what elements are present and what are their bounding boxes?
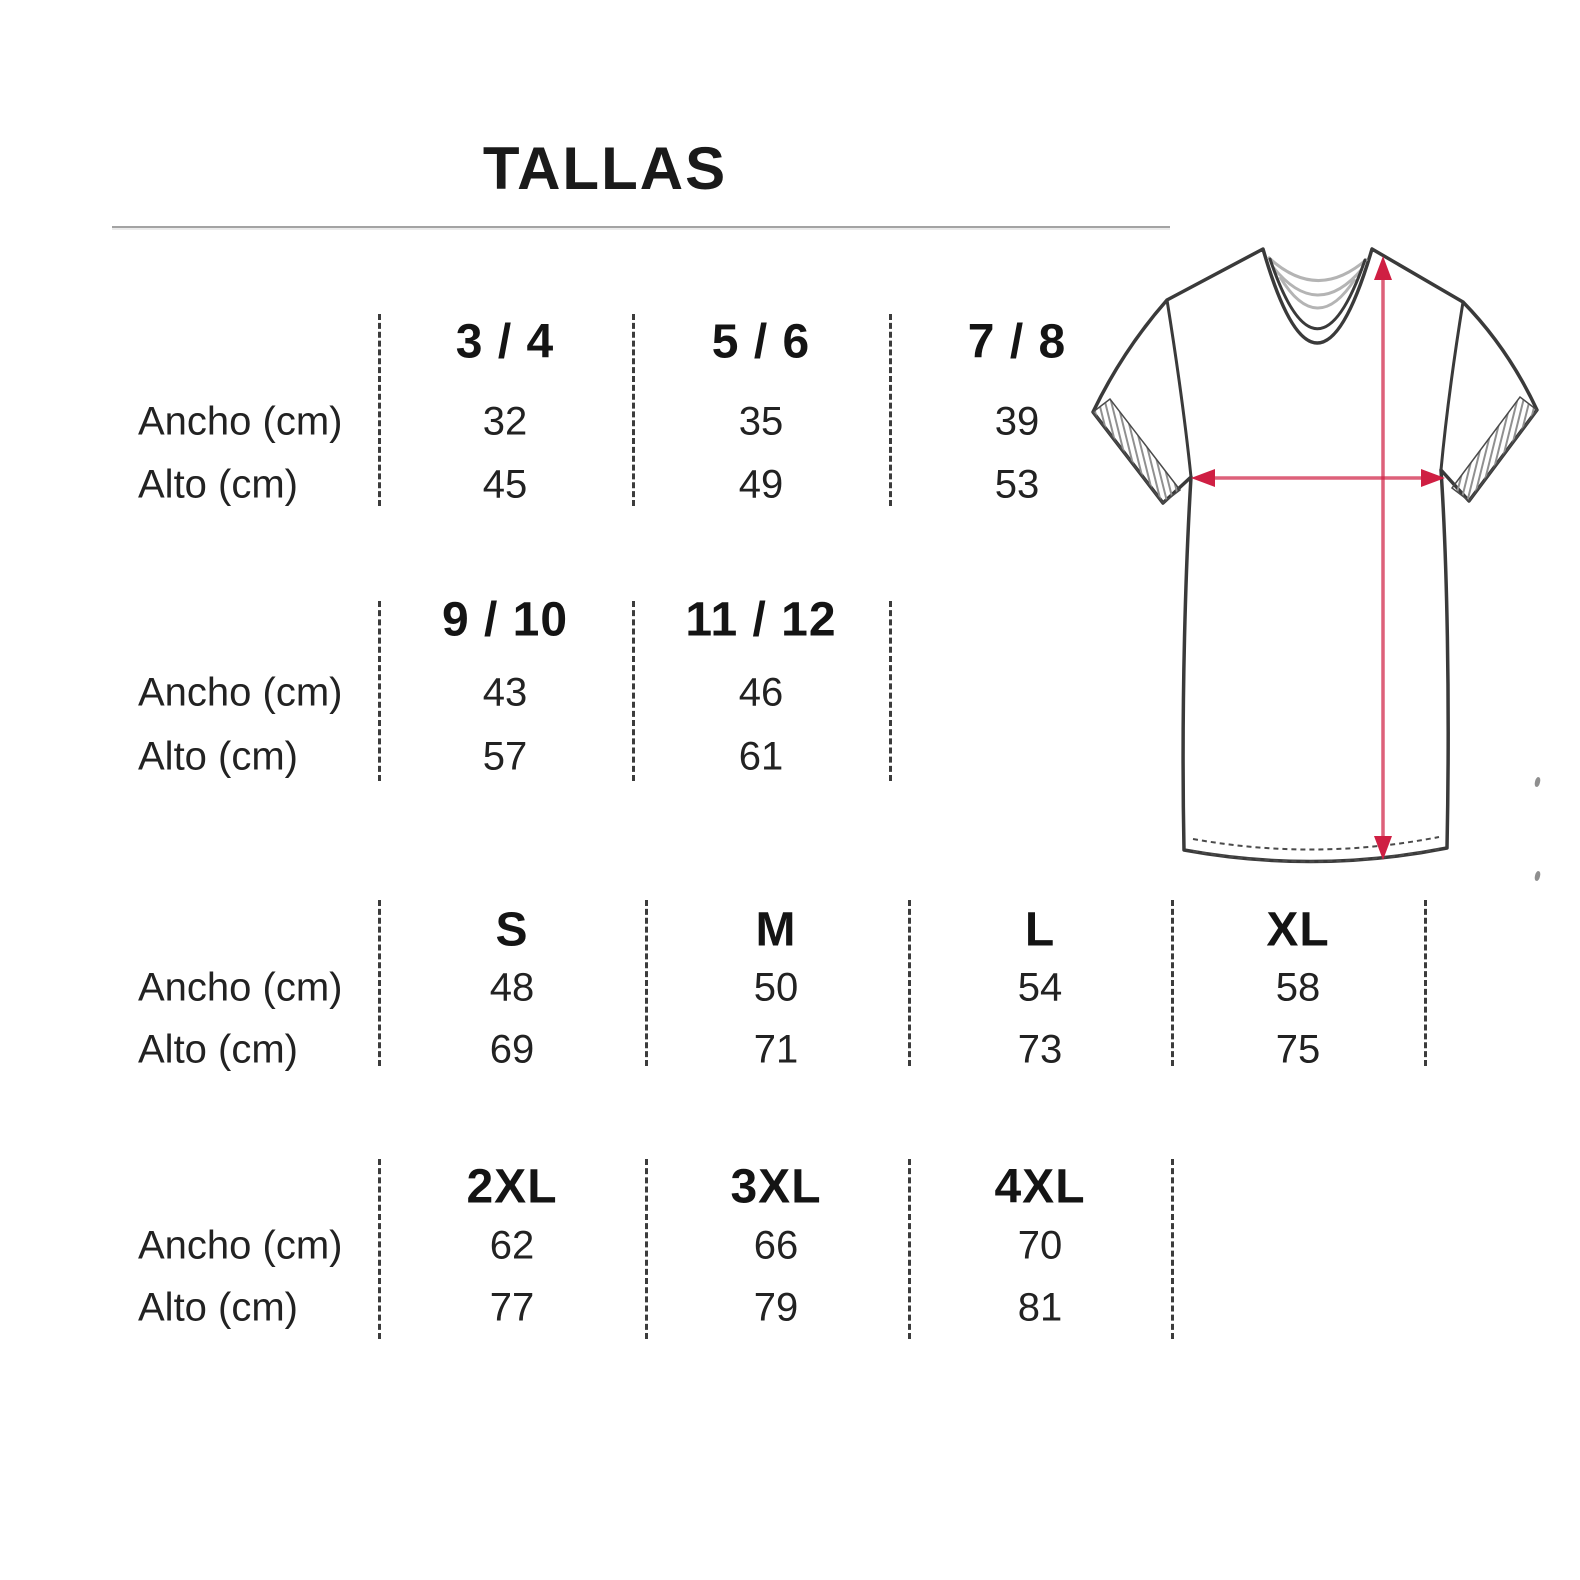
size-header: 3XL — [730, 1160, 822, 1214]
size-header: M — [755, 903, 797, 957]
column-divider — [632, 314, 635, 506]
ancho-value: 35 — [738, 399, 784, 444]
column-divider — [378, 900, 381, 1066]
collar-ribbing — [1266, 255, 1368, 310]
hem-stitching — [1192, 836, 1440, 863]
width-arrow-icon — [1191, 469, 1445, 487]
ancho-value: 66 — [753, 1223, 799, 1268]
alto-value: 57 — [482, 734, 528, 779]
size-header: XL — [1266, 903, 1330, 957]
column-divider — [908, 900, 911, 1066]
row-label-alto: Alto (cm) — [138, 1027, 298, 1072]
column-divider — [1171, 1159, 1174, 1339]
size-header: 7 / 8 — [967, 315, 1067, 369]
ancho-value: 50 — [753, 965, 799, 1010]
ancho-value: 46 — [738, 670, 784, 715]
ancho-value: 62 — [489, 1223, 535, 1268]
size-header: L — [1024, 903, 1056, 957]
alto-value: 69 — [489, 1027, 535, 1072]
size-header: 4XL — [994, 1160, 1086, 1214]
row-label-alto: Alto (cm) — [138, 1285, 298, 1330]
row-label-ancho: Ancho (cm) — [138, 1223, 343, 1268]
alto-value: 77 — [489, 1285, 535, 1330]
right-cuff-band — [1450, 395, 1539, 503]
size-table-group-3: S M L XL Ancho (cm) 48 50 54 58 Alto (cm… — [0, 898, 1580, 1072]
alto-value: 81 — [1017, 1285, 1063, 1330]
size-header: 5 / 6 — [711, 315, 811, 369]
alto-value: 71 — [753, 1027, 799, 1072]
size-header: 3 / 4 — [455, 315, 555, 369]
collar-inner-seam — [1268, 257, 1367, 331]
height-arrow-icon — [1374, 256, 1392, 860]
column-divider — [889, 601, 892, 781]
ancho-value: 54 — [1017, 965, 1063, 1010]
column-divider — [889, 314, 892, 506]
row-label-ancho: Ancho (cm) — [138, 965, 343, 1010]
alto-value: 49 — [738, 462, 784, 507]
page-title: TALLAS — [482, 135, 728, 202]
armhole-seams — [1165, 298, 1465, 479]
size-header: 11 / 12 — [685, 593, 837, 647]
ancho-value: 70 — [1017, 1223, 1063, 1268]
size-header: 2XL — [466, 1160, 558, 1214]
column-divider — [645, 900, 648, 1066]
tshirt-outline — [1091, 247, 1539, 864]
size-table-group-1: 3 / 4 5 / 6 7 / 8 Ancho (cm) 32 35 39 Al… — [0, 312, 1580, 508]
ancho-value: 39 — [994, 399, 1040, 444]
size-table-group-4: 2XL 3XL 4XL Ancho (cm) 62 66 70 Alto (cm… — [0, 1155, 1580, 1345]
alto-value: 79 — [753, 1285, 799, 1330]
alto-value: 45 — [482, 462, 528, 507]
column-divider — [1171, 900, 1174, 1066]
ancho-value: 32 — [482, 399, 528, 444]
column-divider — [378, 1159, 381, 1339]
column-divider — [1424, 900, 1427, 1066]
row-label-ancho: Ancho (cm) — [138, 399, 343, 444]
row-label-ancho: Ancho (cm) — [138, 670, 343, 715]
size-table-group-2: 9 / 10 11 / 12 Ancho (cm) 43 46 Alto (cm… — [0, 593, 1580, 787]
alto-value: 61 — [738, 734, 784, 779]
row-label-alto: Alto (cm) — [138, 462, 298, 507]
row-label-alto: Alto (cm) — [138, 734, 298, 779]
ancho-value: 48 — [489, 965, 535, 1010]
column-divider — [908, 1159, 911, 1339]
title-underline — [112, 226, 1170, 228]
alto-value: 53 — [994, 462, 1040, 507]
ancho-value: 43 — [482, 670, 528, 715]
column-divider — [378, 314, 381, 506]
left-cuff-band — [1091, 397, 1182, 505]
alto-value: 75 — [1275, 1027, 1321, 1072]
size-header: S — [495, 903, 529, 957]
alto-value: 73 — [1017, 1027, 1063, 1072]
column-divider — [632, 601, 635, 781]
ancho-value: 58 — [1275, 965, 1321, 1010]
column-divider — [645, 1159, 648, 1339]
tshirt-icon — [1091, 247, 1539, 864]
size-header: 9 / 10 — [441, 593, 569, 647]
column-divider — [378, 601, 381, 781]
